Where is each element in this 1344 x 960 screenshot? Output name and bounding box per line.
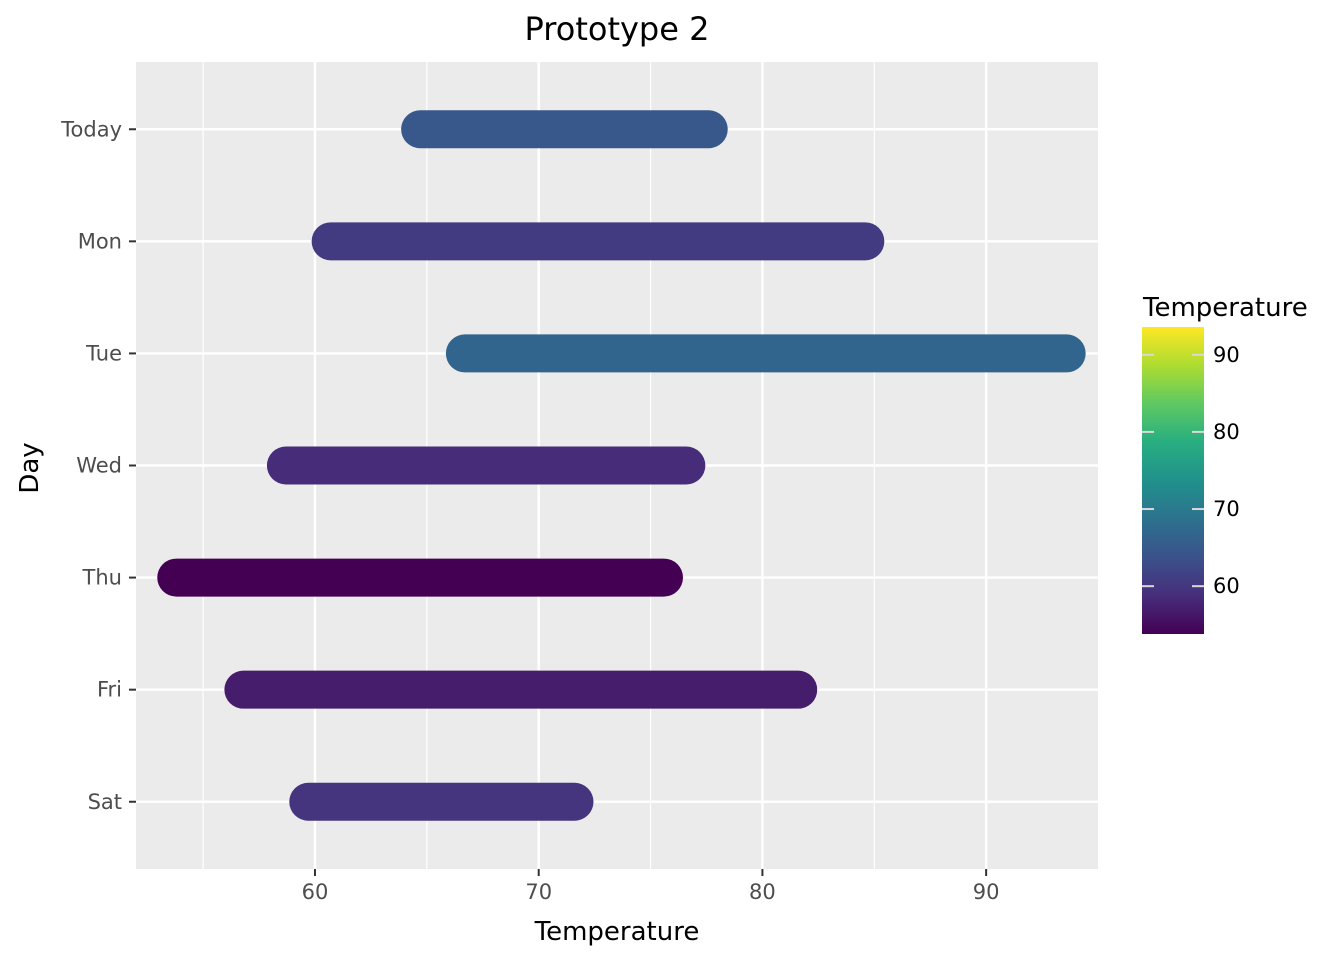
legend-title: Temperature xyxy=(1142,293,1308,323)
x-tick-label: 90 xyxy=(973,880,1000,904)
legend-ticks: 60 70 80 90 xyxy=(1142,343,1240,598)
legend-tick-label: 60 xyxy=(1213,574,1240,598)
x-tick-label: 70 xyxy=(525,880,552,904)
x-tick-label: 60 xyxy=(302,880,329,904)
y-tick-label: Today xyxy=(60,117,122,141)
legend-tick-label: 80 xyxy=(1213,420,1240,444)
x-axis-title: Temperature xyxy=(534,917,700,947)
y-tick-label: Tue xyxy=(85,341,122,365)
x-tick-label: 80 xyxy=(749,880,776,904)
y-tick-label: Wed xyxy=(76,454,122,478)
y-tick-label: Fri xyxy=(97,678,122,702)
y-tick-label: Thu xyxy=(82,566,122,590)
legend: Temperature 60 70 80 90 xyxy=(1142,293,1308,634)
x-axis: 60 70 80 90 xyxy=(302,869,1000,904)
legend-tick-label: 70 xyxy=(1213,497,1240,521)
y-tick-label: Sat xyxy=(88,790,122,814)
colorbar xyxy=(1142,327,1204,634)
chart-title: Prototype 2 xyxy=(525,10,710,48)
y-tick-label: Mon xyxy=(78,229,122,253)
range-bars xyxy=(157,110,1086,821)
legend-tick-label: 90 xyxy=(1213,343,1240,367)
y-axis-title: Day xyxy=(15,442,45,493)
y-axis: Today Mon Tue Wed Thu Fri Sat xyxy=(60,117,136,814)
